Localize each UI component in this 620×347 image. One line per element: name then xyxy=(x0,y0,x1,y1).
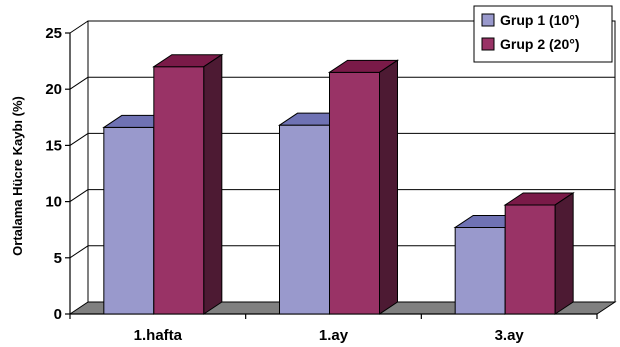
gridline-depth xyxy=(69,245,89,259)
legend-box xyxy=(473,5,613,63)
x-tick-label: 3.ay xyxy=(495,327,525,344)
legend-label: Grup 1 (10°) xyxy=(500,12,580,28)
bar-front xyxy=(504,204,556,315)
y-tick-label: 10 xyxy=(45,194,62,211)
y-tick-label: 5 xyxy=(54,250,62,267)
gridline-depth xyxy=(69,189,89,203)
x-tick-label: 1.ay xyxy=(319,327,349,344)
bar xyxy=(152,53,224,315)
legend-swatch xyxy=(481,37,495,51)
bar-side xyxy=(554,192,574,315)
bar-front xyxy=(329,71,380,315)
bar-front xyxy=(153,66,205,315)
legend-label: Grup 2 (20°) xyxy=(500,36,580,52)
gridline-depth xyxy=(69,76,89,90)
bar-side xyxy=(203,53,223,315)
bar-front xyxy=(103,126,155,315)
legend: Grup 1 (10°) Grup 2 (20°) xyxy=(473,5,613,63)
tick-labels: 0 5 10 15 20 25 1.hafta 1.ay 3.ay xyxy=(45,25,524,344)
bars xyxy=(102,53,575,315)
bar-side xyxy=(379,59,398,315)
y-tick-label: 15 xyxy=(45,137,62,154)
y-tick-label: 0 xyxy=(54,306,62,323)
gridline-depth xyxy=(69,132,89,146)
y-axis-title: Ortalama Hücre Kaybı (%) xyxy=(10,96,25,256)
x-tick-label: 1.hafta xyxy=(134,327,183,344)
legend-swatch xyxy=(481,13,495,27)
bar xyxy=(503,192,575,315)
gridline-depth xyxy=(69,20,89,34)
bar xyxy=(327,59,400,315)
bar-front xyxy=(279,124,330,315)
y-tick-label: 20 xyxy=(45,81,62,98)
bar-front xyxy=(454,226,506,315)
y-tick-label: 25 xyxy=(45,25,62,42)
